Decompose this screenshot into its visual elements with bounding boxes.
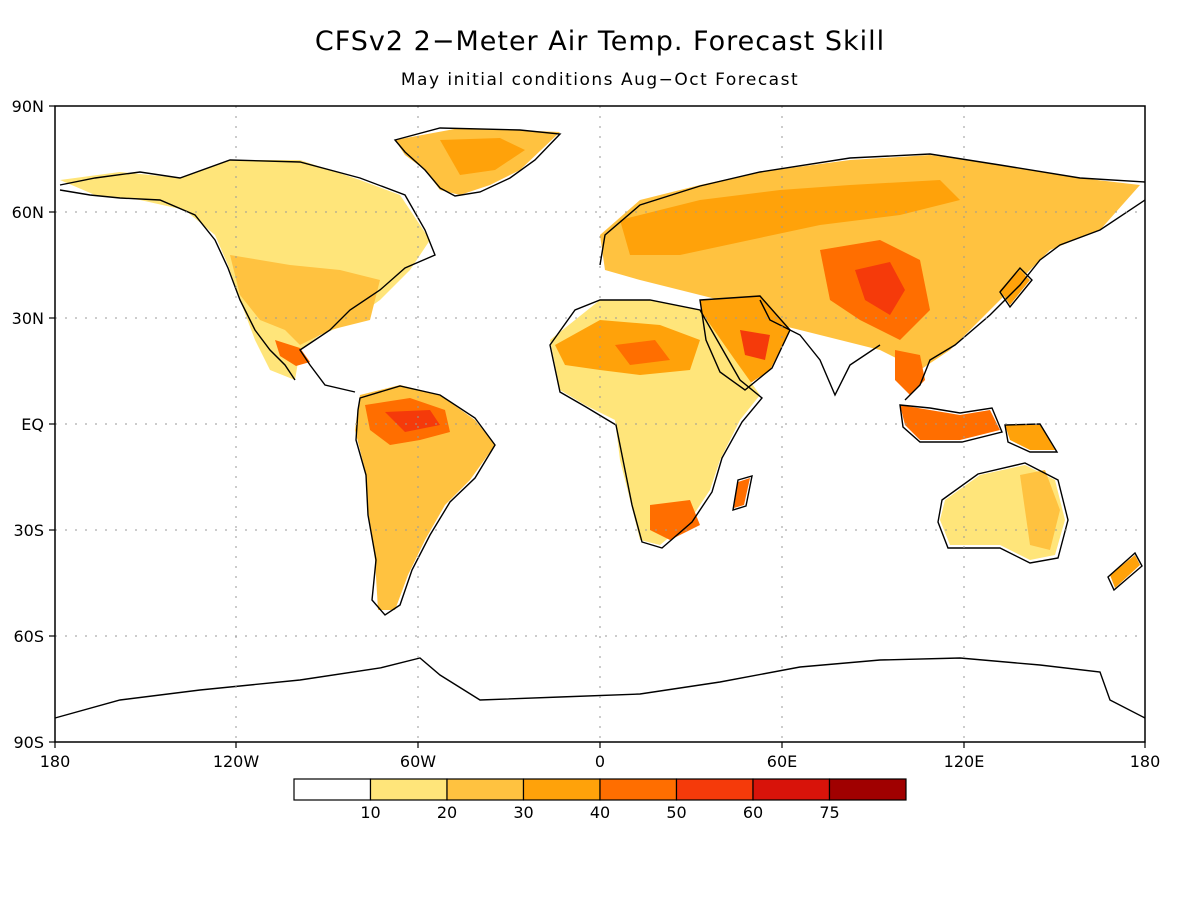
shading-russia <box>620 180 960 255</box>
colorbar-swatch <box>752 778 831 801</box>
colorbar-label: 10 <box>360 803 380 822</box>
lon-label: 0 <box>595 752 605 771</box>
lon-label: 180 <box>40 752 71 771</box>
latitude-labels: 90N 60N 30N EQ 30S 60S 90S <box>12 97 44 752</box>
coast-greenland <box>393 127 562 197</box>
longitude-labels: 180 120W 60W 0 60E 120E 180 <box>40 752 1161 771</box>
coast-new-zealand <box>1107 551 1143 592</box>
coast-indonesia <box>899 404 1003 443</box>
shading-tibet <box>855 262 905 315</box>
coast-new-guinea <box>1004 423 1059 453</box>
shading-se-asia <box>895 350 925 395</box>
shading-arabia-core <box>740 330 770 360</box>
lon-label: 180 <box>1130 752 1161 771</box>
shading-north-america-mid <box>230 255 380 345</box>
lon-label: 60W <box>400 752 436 771</box>
lat-label: 30S <box>13 521 44 540</box>
coast-south-america <box>355 385 496 616</box>
shading-indonesia <box>900 405 1000 440</box>
colorbar-label: 20 <box>437 803 457 822</box>
colorbar-label: 60 <box>743 803 763 822</box>
colorbar-label: 40 <box>590 803 610 822</box>
lat-label: 60N <box>12 203 44 222</box>
shading-amazon-core <box>385 410 440 432</box>
shading-mexico <box>275 340 310 366</box>
lon-label: 120E <box>944 752 985 771</box>
map-title: CFSv2 2−Meter Air Temp. Forecast Skill <box>314 26 886 57</box>
shading-sahara-core <box>615 340 670 365</box>
lat-label: 90N <box>12 97 44 116</box>
coast-madagascar <box>732 475 753 512</box>
colorbar-swatch <box>369 778 448 801</box>
coast-africa <box>549 299 763 549</box>
coast-australia <box>937 462 1069 564</box>
shading-southern-africa <box>650 500 700 540</box>
colorbar-swatch <box>522 778 601 801</box>
lat-label: 30N <box>12 309 44 328</box>
lon-label: 60E <box>767 752 797 771</box>
colorbar-swatch <box>828 778 907 801</box>
grid-lines <box>55 106 1145 742</box>
coast-japan <box>999 266 1033 309</box>
shading-australia-east <box>1020 470 1060 550</box>
colorbar-swatch <box>675 778 754 801</box>
colorbar-swatch <box>446 778 525 801</box>
shading-japan <box>1000 270 1030 305</box>
colorbar-label: 30 <box>513 803 533 822</box>
coast-arabia <box>699 295 791 391</box>
tick-marks <box>49 105 1146 748</box>
map-subtitle: May initial conditions Aug−Oct Forecast <box>400 70 800 90</box>
lat-label: 60S <box>13 627 44 646</box>
skill-shading <box>60 128 1140 610</box>
colorbar-label: 50 <box>666 803 686 822</box>
shading-new-zealand <box>1110 555 1140 588</box>
lat-label: EQ <box>21 415 44 434</box>
coast-north-america <box>59 159 436 393</box>
colorbar: 10 20 30 40 50 60 75 <box>293 778 907 822</box>
colorbar-swatch <box>599 778 678 801</box>
colorbar-swatch <box>293 778 372 801</box>
coast-antarctica <box>54 657 1146 719</box>
shading-new-guinea <box>1005 425 1055 450</box>
lon-label: 120W <box>213 752 260 771</box>
lat-label: 90S <box>13 733 44 752</box>
coastlines <box>54 127 1146 719</box>
colorbar-label: 75 <box>819 803 839 822</box>
shading-greenland-core <box>440 138 525 175</box>
shading-madagascar <box>734 478 750 508</box>
